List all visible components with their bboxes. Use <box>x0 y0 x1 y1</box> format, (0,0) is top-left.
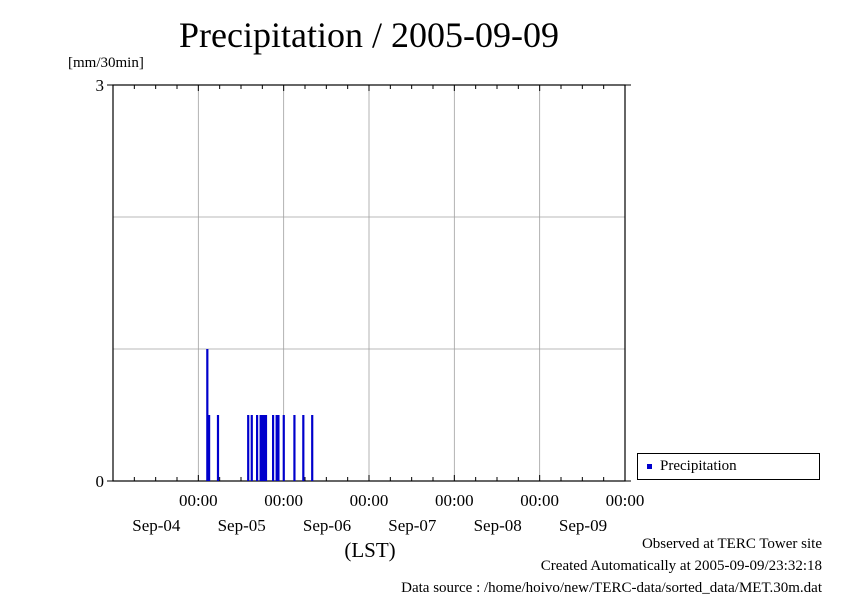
precipitation-bar <box>206 349 209 481</box>
x-tick-date-label: Sep-05 <box>218 516 266 535</box>
x-tick-time-label: 00:00 <box>606 491 645 510</box>
precipitation-bar <box>282 415 285 481</box>
precipitation-bar <box>302 415 305 481</box>
y-tick-label: 3 <box>96 76 105 95</box>
x-tick-time-label: 00:00 <box>520 491 559 510</box>
legend: Precipitation <box>637 453 820 480</box>
precipitation-bar <box>208 415 211 481</box>
x-tick-time-label: 00:00 <box>264 491 303 510</box>
precipitation-bar <box>259 415 262 481</box>
precipitation-bar <box>311 415 314 481</box>
footer-observed: Observed at TERC Tower site <box>641 536 822 552</box>
precipitation-bar <box>263 415 266 481</box>
precipitation-bar <box>272 415 275 481</box>
precipitation-bar <box>261 415 264 481</box>
x-tick-date-label: Sep-04 <box>132 516 181 535</box>
x-tick-date-label: Sep-07 <box>388 516 437 535</box>
footer-source: Data source : /home/hoivo/new/TERC-data/… <box>401 580 822 596</box>
precipitation-bar <box>275 415 278 481</box>
x-tick-date-label: Sep-09 <box>559 516 607 535</box>
precipitation-bar <box>293 415 296 481</box>
footer-created: Created Automatically at 2005-09-09/23:3… <box>540 558 822 574</box>
y-tick-label: 0 <box>96 472 105 491</box>
precipitation-bar <box>247 415 250 481</box>
legend-label: Precipitation <box>660 458 737 474</box>
precipitation-bar <box>216 415 220 481</box>
x-tick-time-label: 00:00 <box>350 491 389 510</box>
precipitation-bar <box>277 415 280 481</box>
x-tick-date-label: Sep-08 <box>474 516 522 535</box>
precipitation-bar <box>256 415 259 481</box>
precipitation-bar <box>264 415 268 481</box>
legend-swatch <box>647 464 652 469</box>
x-tick-date-label: Sep-06 <box>303 516 351 535</box>
y-axis-unit-label: [mm/30min] <box>68 55 144 71</box>
precipitation-bar <box>250 415 253 481</box>
x-tick-time-label: 00:00 <box>179 491 218 510</box>
chart-title: Precipitation / 2005-09-09 <box>179 15 559 55</box>
x-axis-label: (LST) <box>344 538 395 562</box>
x-tick-time-label: 00:00 <box>435 491 474 510</box>
